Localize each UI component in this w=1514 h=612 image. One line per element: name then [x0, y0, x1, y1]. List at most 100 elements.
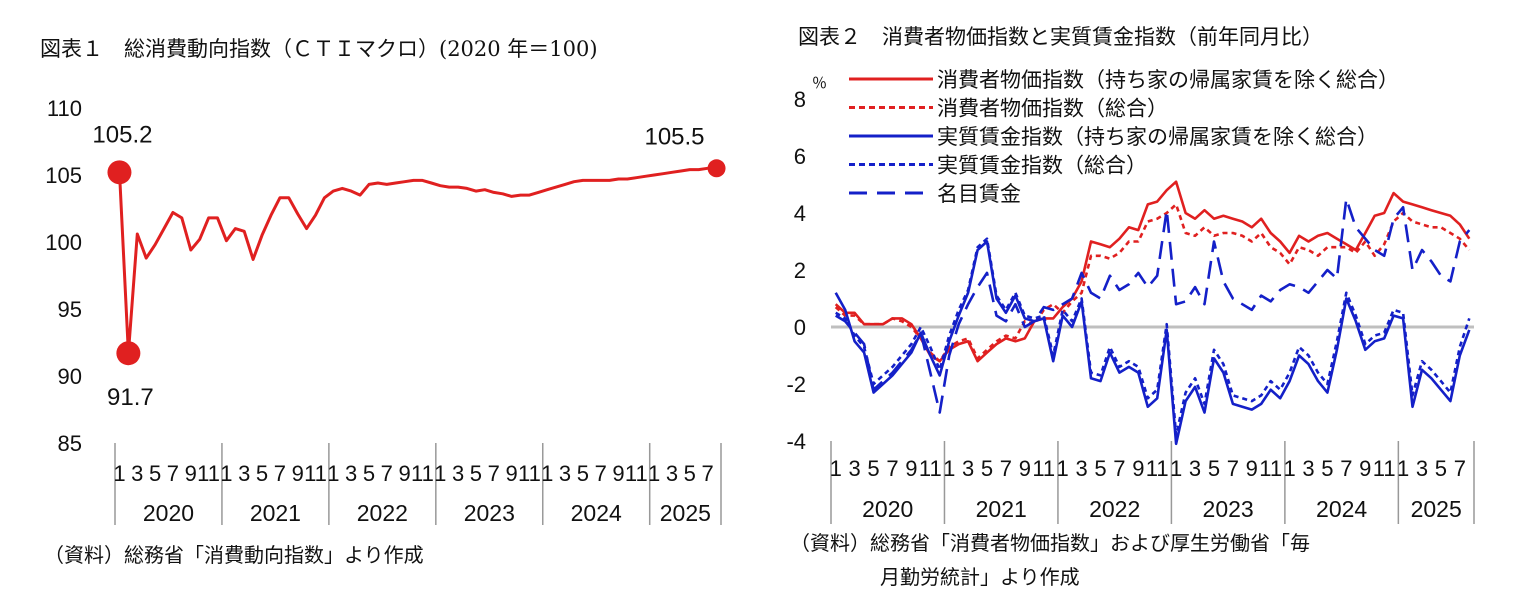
chart2-month-label: 11 [1146, 456, 1169, 481]
chart1-month-label: 9 [399, 461, 411, 486]
chart2-month-label: 5 [981, 456, 993, 481]
chart2-legend-label: 消費者物価指数（持ち家の帰属家賃を除く総合） [937, 69, 1399, 92]
chart2-month-label: 3 [1302, 456, 1314, 481]
chart2-year-label: 2020 [862, 496, 913, 522]
chart1-month-label: 5 [149, 461, 161, 486]
chart1-series-line [118, 166, 717, 355]
chart1-month-label: 1 [113, 461, 125, 486]
chart1-month-label: 5 [470, 461, 482, 486]
chart1-month-label: 7 [702, 461, 714, 486]
chart2-series-line-3 [834, 240, 1471, 446]
chart2-legend-label: 実質賃金指数（総合） [937, 155, 1147, 178]
chart2-month-label: 1 [830, 456, 842, 481]
chart2-month-label: 1 [1397, 456, 1409, 481]
chart1-month-label: 3 [666, 461, 678, 486]
chart2-month-label: 1 [943, 456, 955, 481]
chart2-month-label: 11 [1032, 456, 1055, 481]
chart2-ytick-label: -4 [786, 429, 806, 454]
chart2-yunit-label: ％ [812, 75, 827, 92]
chart2-month-label: 7 [1454, 456, 1466, 481]
chart1-month-label: 7 [167, 461, 179, 486]
chart2-year-label: 2025 [1411, 496, 1462, 522]
chart1-year-label: 2024 [571, 500, 622, 526]
chart2-month-label: 1 [1057, 456, 1069, 481]
chart2-legend-label: 名目賃金 [937, 183, 1021, 206]
chart1-marker [707, 159, 726, 178]
chart2-month-label: 7 [886, 456, 898, 481]
chart2-month-label: 3 [962, 456, 974, 481]
chart1-month-label: 1 [220, 461, 232, 486]
chart2-month-label: 11 [919, 456, 942, 481]
chart2-series-line-4 [835, 237, 1471, 437]
chart1-month-label: 1 [327, 461, 339, 486]
chart1-data-label: 105.2 [92, 121, 152, 148]
chart2-legend-label: 実質賃金指数（持ち家の帰属家賃を除く総合） [937, 126, 1378, 149]
chart1-month-label: 11 [411, 461, 434, 486]
chart1-ytick-label: 100 [45, 230, 82, 255]
chart1-month-label: 7 [595, 461, 607, 486]
chart2-series-line-1 [834, 180, 1471, 363]
chart1-year-label: 2021 [250, 500, 301, 526]
chart2-month-label: 5 [1094, 456, 1106, 481]
chart2-series-line-2 [834, 203, 1471, 363]
chart2-series-line-5 [835, 197, 1471, 414]
chart1-month-label: 9 [185, 461, 197, 486]
chart1-data-label: 91.7 [107, 384, 154, 411]
chart2-month-label: 3 [849, 456, 861, 481]
chart1-month-label: 11 [197, 461, 220, 486]
chart2-ytick-label: 0 [794, 315, 806, 340]
chart2-month-label: 9 [1246, 456, 1258, 481]
chart1-month-label: 3 [452, 461, 464, 486]
chart2-legend-label: 消費者物価指数（総合） [937, 98, 1168, 121]
chart1-month-label: 9 [292, 461, 304, 486]
chart2-month-label: 3 [1416, 456, 1428, 481]
chart1-year-label: 2020 [143, 500, 194, 526]
chart1-month-label: 5 [256, 461, 268, 486]
chart1-ytick-label: 110 [47, 96, 82, 121]
chart1-month-label: 5 [684, 461, 696, 486]
chart2-ytick-label: 8 [794, 87, 806, 112]
chart1-source: （資料）総務省「消費動向指数」より作成 [44, 543, 424, 567]
chart1-month-label: 1 [434, 461, 446, 486]
chart1-month-label: 11 [625, 461, 648, 486]
chart1-month-label: 7 [488, 461, 500, 486]
chart2-title: 図表２ 消費者物価指数と実質賃金指数（前年同月比） [798, 25, 1323, 49]
chart2-ytick-label: 4 [794, 201, 806, 226]
chart2-month-label: 1 [1283, 456, 1295, 481]
chart1-year-label: 2025 [660, 500, 711, 526]
chart2-month-label: 7 [1340, 456, 1352, 481]
chart1-ytick-label: 85 [58, 431, 82, 456]
chart2-year-label: 2022 [1089, 496, 1140, 522]
chart1-month-label: 3 [559, 461, 571, 486]
chart1-month-label: 9 [505, 461, 517, 486]
chart1-ytick-label: 95 [58, 297, 82, 322]
chart2-source-line1: （資料）総務省「消費者物価指数」および厚生労働省「毎 [790, 531, 1310, 555]
chart2-month-label: 7 [1227, 456, 1239, 481]
chart1-marker [107, 160, 132, 185]
chart1-month-label: 7 [274, 461, 286, 486]
chart2-ytick-label: -2 [786, 372, 806, 397]
chart2-year-label: 2021 [976, 496, 1027, 522]
chart2-ytick-label: 6 [794, 144, 806, 169]
chart1-month-label: 11 [304, 461, 327, 486]
chart1-month-label: 3 [345, 461, 357, 486]
chart2-month-label: 1 [1170, 456, 1182, 481]
chart1-month-label: 3 [131, 461, 143, 486]
chart1-year-label: 2023 [464, 500, 515, 526]
chart1-month-label: 1 [648, 461, 660, 486]
chart1-ytick-label: 90 [58, 364, 82, 389]
chart2-month-label: 7 [1113, 456, 1125, 481]
chart2-month-label: 9 [1019, 456, 1031, 481]
chart2-month-label: 5 [1321, 456, 1333, 481]
chart1-ytick-label: 105 [45, 163, 82, 188]
chart1-month-label: 9 [612, 461, 624, 486]
chart2-month-label: 5 [1208, 456, 1220, 481]
chart2-month-label: 3 [1189, 456, 1201, 481]
chart1-month-label: 1 [541, 461, 553, 486]
chart2-month-label: 5 [867, 456, 879, 481]
chart2-month-label: 9 [905, 456, 917, 481]
chart2-month-label: 11 [1259, 456, 1282, 481]
chart1-month-label: 7 [381, 461, 393, 486]
